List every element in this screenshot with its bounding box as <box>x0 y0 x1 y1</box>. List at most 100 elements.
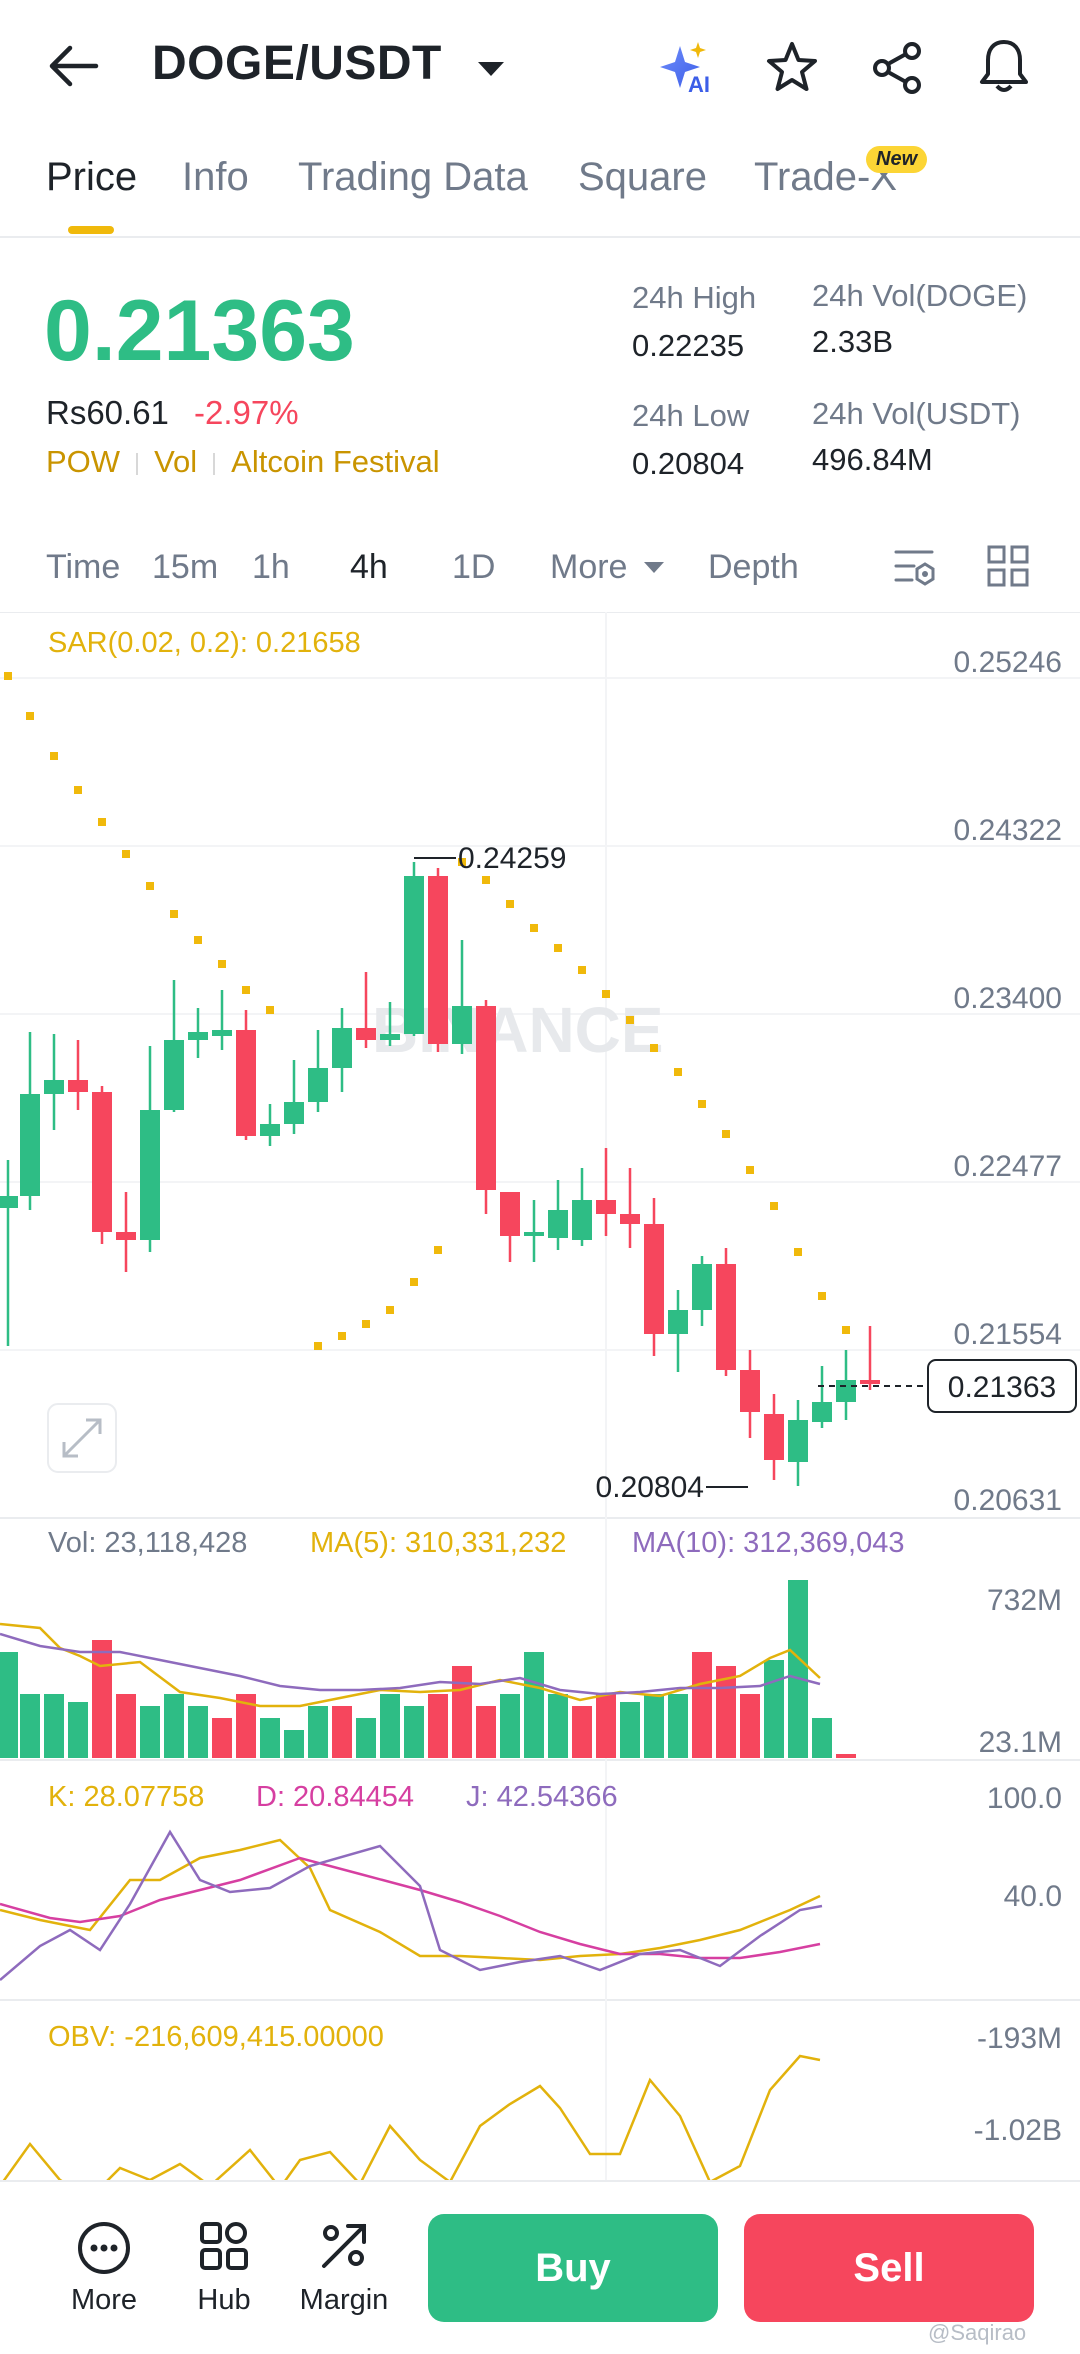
tag-pow[interactable]: POW <box>46 444 121 479</box>
volume-bar <box>44 1694 64 1758</box>
price-change: -2.97% <box>194 394 299 431</box>
tab-price[interactable]: Price <box>46 155 138 199</box>
indicator-lines <box>0 1622 823 2182</box>
kdj-k-label: K: 28.07758 <box>48 1781 204 1813</box>
sell-button[interactable]: Sell <box>744 2214 1034 2322</box>
kline-chart[interactable]: BINANCE 0.25246 0.24322 0.23400 0.22477 … <box>0 612 1080 2182</box>
volume-bar <box>0 1652 18 1758</box>
volume-bar <box>20 1694 40 1758</box>
hub-icon[interactable] <box>198 2220 250 2272</box>
candle-body <box>260 1124 280 1136</box>
volume-bar <box>740 1694 760 1758</box>
volume-bar <box>236 1694 256 1758</box>
bell-icon[interactable] <box>976 36 1032 96</box>
tag-vol[interactable]: Vol <box>154 444 198 479</box>
candles <box>0 862 880 1486</box>
layout-grid-icon[interactable] <box>986 544 1030 588</box>
vol-quote-value: 496.84M <box>812 442 933 477</box>
candle-body <box>836 1380 856 1402</box>
high-marker: 0.24259 <box>458 842 566 875</box>
high-label: 24h High <box>632 280 757 315</box>
kdj-d-line <box>0 1856 821 1960</box>
sar-dot <box>698 1100 706 1108</box>
buy-button[interactable]: Buy <box>428 2214 718 2322</box>
volume-bar <box>164 1694 184 1758</box>
hub-button[interactable]: Hub <box>197 2284 251 2316</box>
star-icon[interactable] <box>764 40 820 96</box>
interval-15m[interactable]: 15m <box>152 548 219 586</box>
volume-bar <box>668 1694 688 1758</box>
ai-sparkle-icon[interactable] <box>660 40 722 98</box>
volume-bar <box>836 1754 856 1758</box>
volume-bars <box>0 1580 856 1758</box>
sar-dot <box>578 966 586 974</box>
interval-more[interactable]: More <box>550 548 628 586</box>
indicator-settings-icon[interactable] <box>892 544 938 590</box>
price-grid <box>0 677 1080 1351</box>
interval-1h[interactable]: 1h <box>252 548 290 586</box>
back-arrow-icon[interactable] <box>48 44 100 88</box>
tab-trading-data[interactable]: Trading Data <box>298 155 528 199</box>
sar-dot <box>50 752 58 760</box>
candle-body <box>44 1080 64 1094</box>
low-marker: 0.20804 <box>596 1471 704 1504</box>
pair-title[interactable]: DOGE/USDT <box>152 37 442 90</box>
interval-1d[interactable]: 1D <box>452 548 496 586</box>
candle-body <box>116 1232 136 1240</box>
candle-body <box>812 1402 832 1422</box>
vol-axis-label: 23.1M <box>979 1726 1062 1759</box>
tabs-divider <box>0 236 1080 238</box>
interval-4h[interactable]: 4h <box>350 548 388 586</box>
tag-altcoin-festival[interactable]: Altcoin Festival <box>231 444 440 479</box>
candle-body <box>572 1200 592 1240</box>
fullscreen-expand-icon[interactable] <box>47 1403 117 1473</box>
high-value: 0.22235 <box>632 328 745 363</box>
kdj-d-label: D: 20.84454 <box>256 1781 414 1813</box>
tag-separator <box>136 452 139 475</box>
volume-bar <box>644 1694 664 1758</box>
sar-dot <box>602 990 610 998</box>
more-dropdown-icon[interactable] <box>644 562 664 573</box>
volume-bar <box>524 1652 544 1758</box>
price-axis-label: 0.21554 <box>954 1318 1062 1351</box>
sar-dot <box>170 910 178 918</box>
pair-dropdown-icon[interactable] <box>478 62 504 76</box>
candle-body <box>620 1214 640 1224</box>
tag-separator <box>213 452 216 475</box>
sar-dot <box>362 1320 370 1328</box>
candle-body <box>332 1028 352 1068</box>
volume-bar <box>284 1730 304 1758</box>
volume-bar <box>596 1694 616 1758</box>
sar-dots <box>4 672 850 1350</box>
sar-dot <box>314 1342 322 1350</box>
more-button[interactable]: More <box>70 2284 138 2316</box>
margin-icon[interactable] <box>318 2220 370 2272</box>
volume-bar <box>332 1706 352 1758</box>
sar-dot <box>218 960 226 968</box>
price-axis-label: 0.20631 <box>954 1484 1062 1517</box>
interval-time[interactable]: Time <box>46 548 121 586</box>
volume-bar <box>380 1694 400 1758</box>
candle-body <box>404 876 424 1034</box>
more-dots-icon[interactable] <box>76 2220 132 2276</box>
sar-dot <box>674 1068 682 1076</box>
new-badge: New <box>866 146 928 173</box>
tab-info[interactable]: Info <box>182 155 249 199</box>
margin-button[interactable]: Margin <box>299 2284 389 2316</box>
candle-body <box>68 1080 88 1092</box>
candle-body <box>92 1092 112 1232</box>
sar-dot <box>26 712 34 720</box>
depth-tab[interactable]: Depth <box>708 548 799 586</box>
volume-bar <box>428 1694 448 1758</box>
candle-body <box>788 1420 808 1462</box>
candle-body <box>236 1030 256 1136</box>
candle-body <box>740 1370 760 1412</box>
candle-body <box>308 1068 328 1102</box>
tab-square[interactable]: Square <box>578 155 707 199</box>
sar-dot <box>650 1044 658 1052</box>
share-icon[interactable] <box>870 40 926 96</box>
candle-body <box>188 1032 208 1040</box>
ma10-label: MA(10): 312,369,043 <box>632 1527 904 1559</box>
candle-body <box>524 1232 544 1236</box>
watermark-text: @Saqirao <box>928 2320 1027 2345</box>
